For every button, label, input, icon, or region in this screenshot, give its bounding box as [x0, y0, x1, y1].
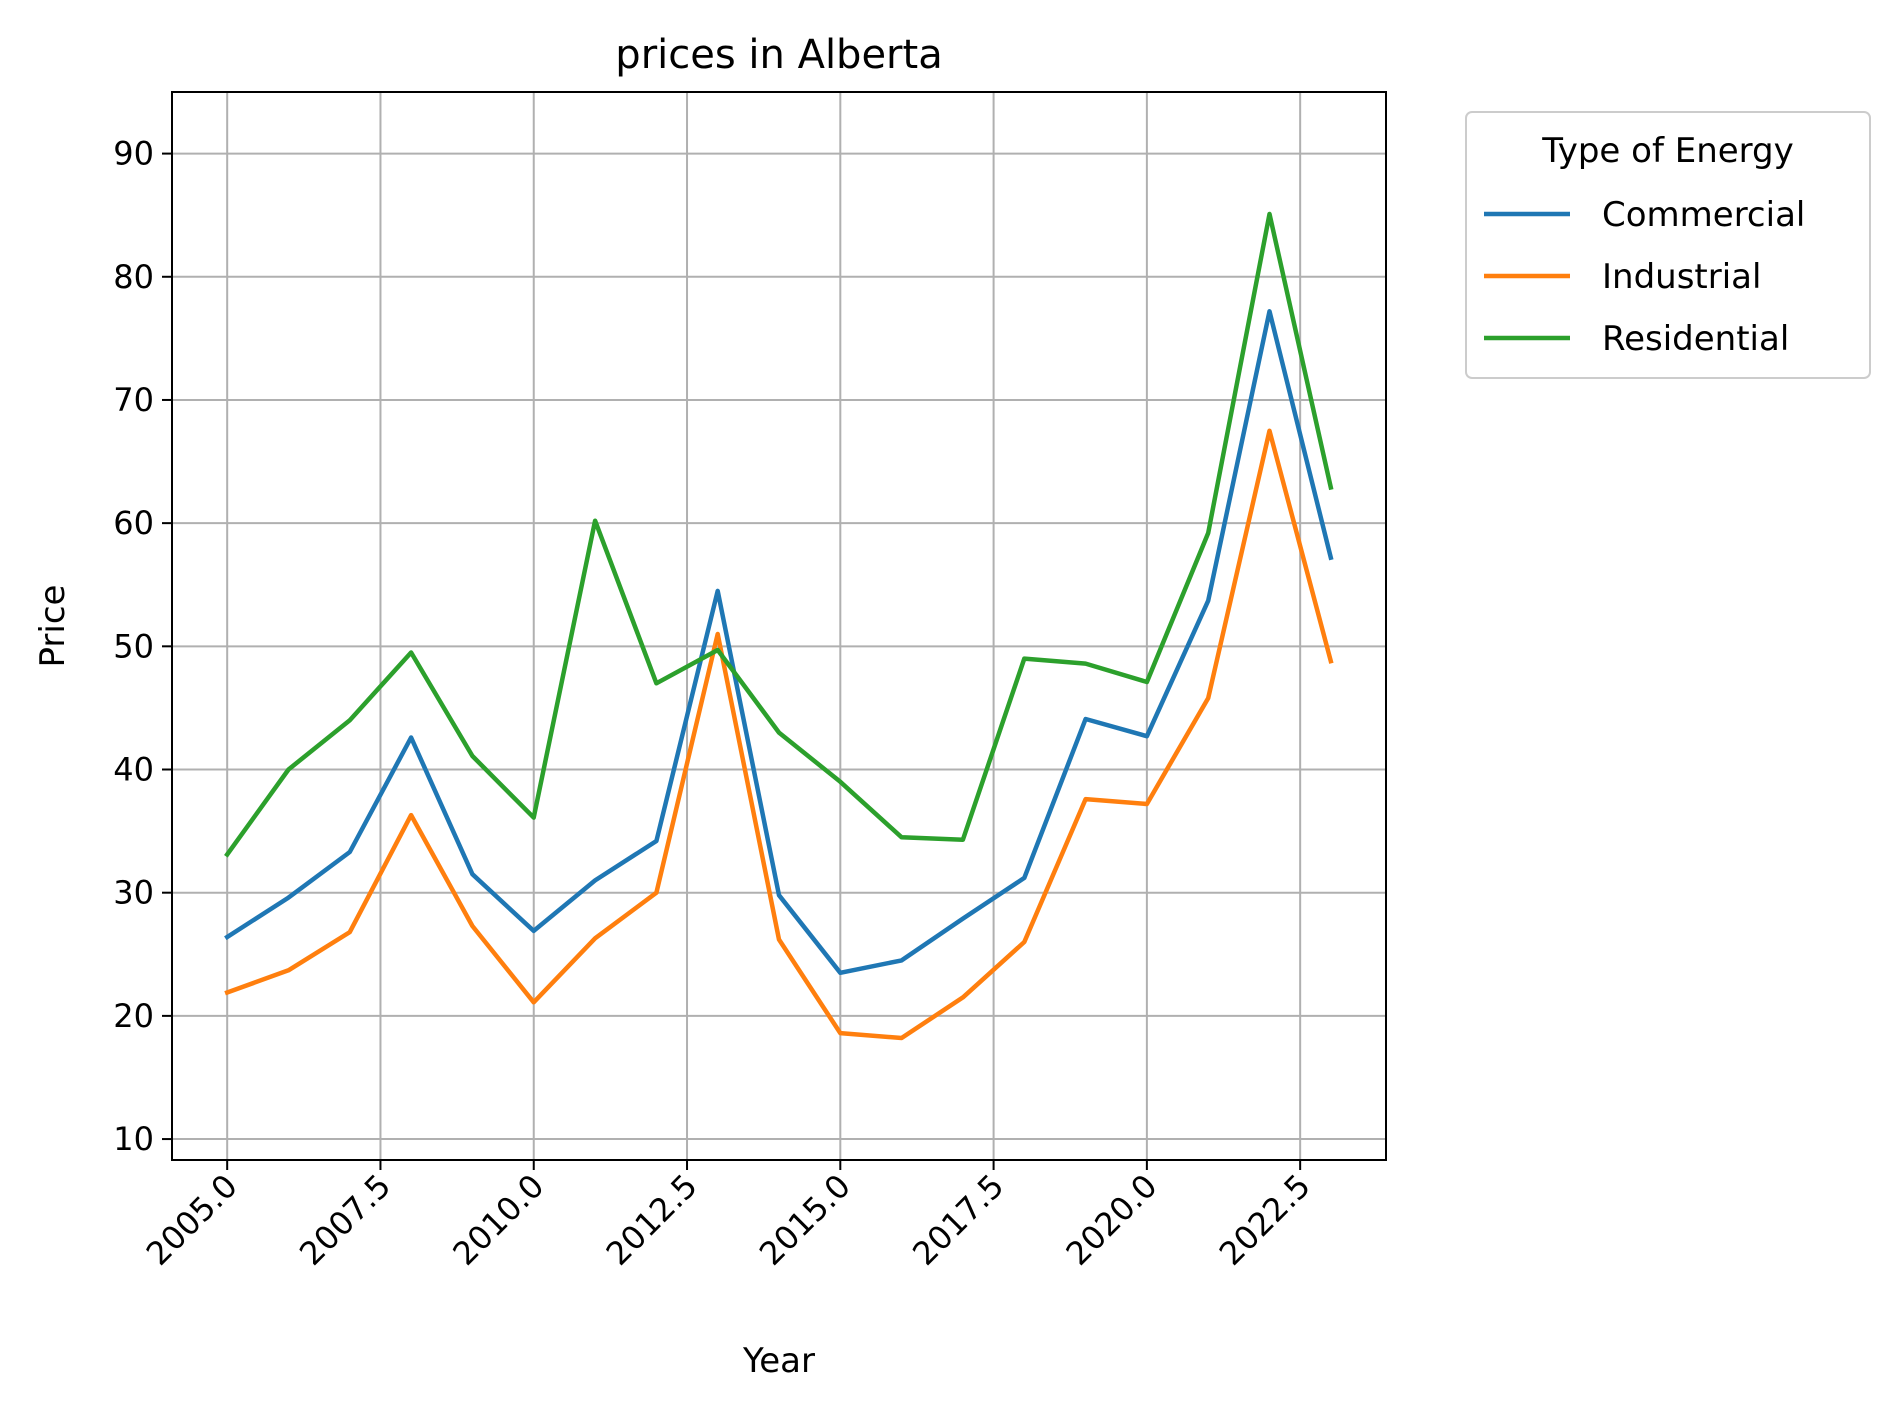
y-axis-ticks: 10 20 30 40 50 60 70 80 90 [113, 135, 172, 1158]
series-line-commercial [224, 309, 1334, 976]
y-axis-label: Price [33, 585, 73, 668]
legend-title: Type of Energy [1541, 131, 1794, 171]
legend-box [1465, 111, 1871, 379]
y-tick-label: 40 [113, 751, 154, 789]
series-line-industrial [224, 428, 1334, 1041]
series-lines [224, 211, 1334, 1041]
y-tick-label: 70 [113, 381, 154, 419]
x-axis-label: Year [742, 1341, 815, 1381]
y-tick-label: 20 [113, 997, 154, 1035]
y-tick-label: 90 [113, 135, 154, 173]
legend: Type of Energy Commercial Industrial Resid… [1465, 111, 1871, 379]
y-tick-label: 60 [113, 504, 154, 542]
legend-label-industrial: Industrial [1602, 257, 1761, 297]
chart-title: prices in Alberta [615, 32, 942, 78]
legend-items: Commercial Industrial Residential [1484, 195, 1805, 359]
y-tick-label: 80 [113, 258, 154, 296]
legend-label-commercial: Commercial [1602, 195, 1805, 235]
y-tick-label: 30 [113, 874, 154, 912]
legend-label-residential: Residential [1602, 319, 1789, 359]
series-line-residential [224, 211, 1334, 858]
y-tick-label: 10 [113, 1120, 154, 1158]
y-tick-label: 50 [113, 627, 154, 665]
plot-frame [171, 91, 1387, 1161]
